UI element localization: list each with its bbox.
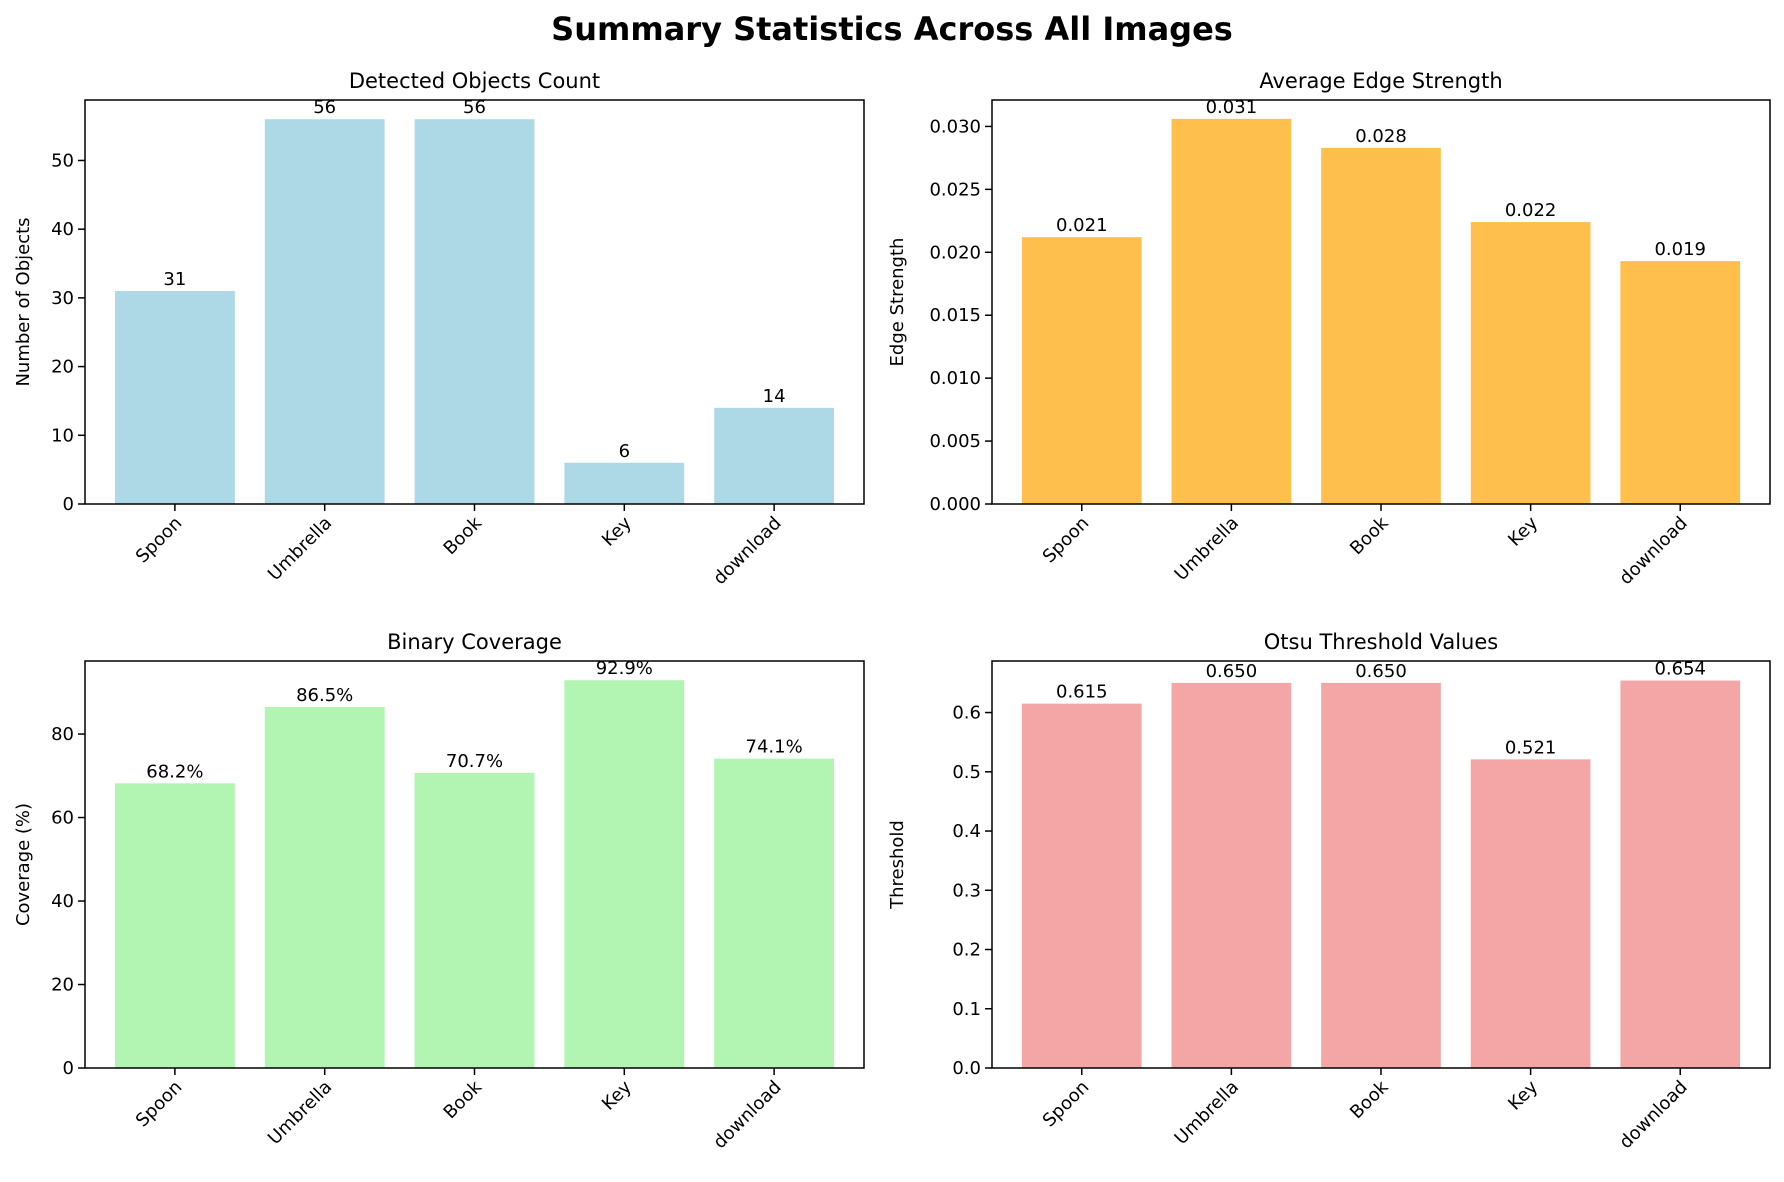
otsu-threshold-value-label: 0.650 — [1355, 661, 1407, 682]
objects-count-ylabel: Number of Objects — [13, 217, 34, 386]
edge-strength-value-label: 0.019 — [1654, 239, 1706, 260]
binary-coverage-axes-frame — [84, 660, 865, 1069]
objects-count-ytick-label: 0 — [63, 494, 74, 515]
objects-count-ytick-label: 40 — [51, 219, 74, 240]
binary-coverage-title: Binary Coverage — [387, 630, 562, 654]
edge-strength-value-label: 0.022 — [1505, 200, 1557, 221]
otsu-threshold-ytick-label: 0.4 — [952, 821, 981, 842]
edge-strength-ytick-label: 0.015 — [929, 305, 981, 326]
binary-coverage-ylabel: Coverage (%) — [13, 803, 34, 926]
objects-count-value-label: 56 — [463, 97, 486, 118]
otsu-threshold-ytick-label: 0.1 — [952, 999, 981, 1020]
edge-strength-bar-key — [1470, 222, 1591, 504]
edge-strength-ytick-label: 0.005 — [929, 431, 981, 452]
otsu-threshold-value-label: 0.615 — [1056, 682, 1108, 703]
objects-count-ytick-label: 10 — [51, 425, 74, 446]
objects-count-ytick-label: 30 — [51, 288, 74, 309]
objects-count-ytick-label: 50 — [51, 150, 74, 171]
otsu-threshold-value-label: 0.650 — [1206, 661, 1258, 682]
objects-count-bar-key — [564, 462, 685, 504]
otsu-threshold-ytick-label: 0.3 — [952, 880, 981, 901]
otsu-threshold-bar-book — [1321, 682, 1441, 1068]
objects-count-value-label: 31 — [163, 269, 186, 290]
objects-count-axes-frame — [84, 99, 865, 505]
subplot-objects-count: Detected Objects Count Number of Objects 3… — [13, 69, 865, 589]
objects-count-bar-book — [414, 119, 535, 504]
otsu-threshold-bar-umbrella — [1171, 682, 1292, 1068]
objects-count-value-label: 6 — [619, 441, 630, 462]
otsu-threshold-bar-key — [1470, 759, 1591, 1068]
objects-count-ytick-label: 20 — [51, 357, 74, 378]
edge-strength-title: Average Edge Strength — [1259, 69, 1502, 93]
objects-count-bar-download — [714, 407, 835, 504]
otsu-threshold-bar-spoon — [1021, 703, 1142, 1068]
figure-suptitle: Summary Statistics Across All Images — [551, 10, 1233, 48]
edge-strength-value-label: 0.028 — [1355, 126, 1407, 147]
binary-coverage-value-label: 92.9% — [596, 658, 653, 679]
binary-coverage-value-label: 70.7% — [446, 751, 503, 772]
edge-strength-bar-download — [1620, 261, 1741, 504]
binary-coverage-bar-spoon — [114, 783, 235, 1068]
otsu-threshold-ytick-label: 0.0 — [952, 1058, 981, 1079]
otsu-threshold-ytick-label: 0.5 — [952, 762, 981, 783]
binary-coverage-ytick-label: 20 — [51, 975, 74, 996]
binary-coverage-value-label: 86.5% — [296, 685, 353, 706]
edge-strength-ytick-label: 0.010 — [929, 368, 981, 389]
objects-count-bar-umbrella — [264, 119, 385, 504]
otsu-threshold-title: Otsu Threshold Values — [1264, 630, 1498, 654]
binary-coverage-ytick-label: 80 — [51, 724, 74, 745]
binary-coverage-value-label: 74.1% — [746, 737, 803, 758]
binary-coverage-bar-download — [714, 758, 835, 1068]
edge-strength-ylabel: Edge Strength — [887, 238, 908, 367]
edge-strength-ytick-label: 0.030 — [929, 116, 981, 137]
otsu-threshold-ytick-label: 0.2 — [952, 940, 981, 961]
otsu-threshold-axes-frame — [991, 660, 1771, 1069]
binary-coverage-bar-book — [414, 772, 535, 1068]
subplot-binary-coverage: Binary Coverage Coverage (%) 68.2% 86.5% 70.… — [13, 630, 865, 1153]
edge-strength-ytick-label: 0.025 — [929, 179, 981, 200]
objects-count-value-label: 56 — [313, 97, 336, 118]
edge-strength-bar-spoon — [1021, 237, 1142, 504]
otsu-threshold-ytick-label: 0.6 — [952, 703, 981, 724]
binary-coverage-ytick-label: 0 — [63, 1058, 74, 1079]
objects-count-bar-spoon — [114, 291, 235, 504]
edge-strength-value-label: 0.031 — [1206, 97, 1258, 118]
binary-coverage-ytick-label: 60 — [51, 808, 74, 829]
binary-coverage-bar-key — [564, 680, 685, 1068]
otsu-threshold-value-label: 0.521 — [1505, 737, 1557, 758]
edge-strength-bar-book — [1321, 147, 1441, 504]
edge-strength-axes-frame — [991, 99, 1771, 505]
edge-strength-bar-umbrella — [1171, 118, 1292, 504]
otsu-threshold-bar-download — [1620, 680, 1741, 1068]
binary-coverage-value-label: 68.2% — [146, 761, 203, 782]
binary-coverage-bar-umbrella — [264, 706, 385, 1068]
edge-strength-ytick-label: 0.020 — [929, 242, 981, 263]
edge-strength-value-label: 0.021 — [1056, 215, 1108, 236]
objects-count-title: Detected Objects Count — [349, 69, 600, 93]
edge-strength-ytick-label: 0.000 — [929, 494, 981, 515]
otsu-threshold-ylabel: Threshold — [887, 820, 908, 910]
otsu-threshold-value-label: 0.654 — [1654, 659, 1706, 680]
objects-count-value-label: 14 — [763, 386, 786, 407]
binary-coverage-ytick-label: 40 — [51, 891, 74, 912]
